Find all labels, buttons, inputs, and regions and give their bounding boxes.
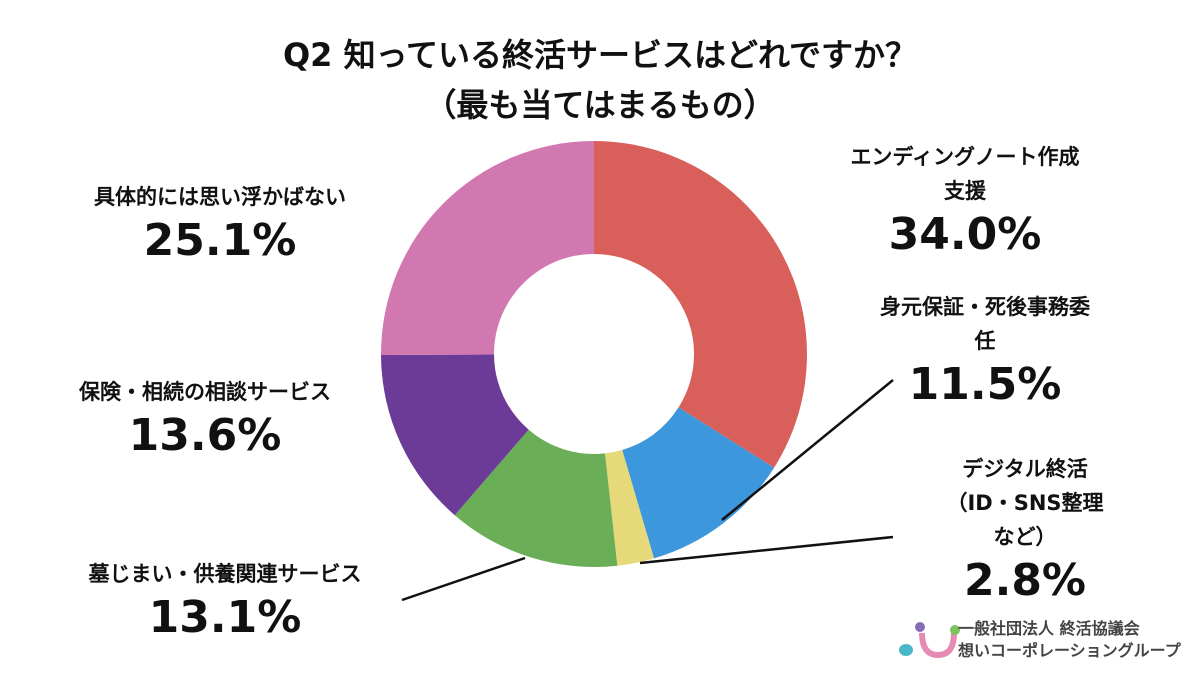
slice-label: 保険・相続の相談サービス 13.6% — [79, 375, 331, 463]
category-label: 墓じまい・供養関連サービス — [88, 562, 362, 586]
slice — [594, 141, 808, 468]
value-label: 11.5% — [908, 359, 1062, 410]
slice — [604, 449, 655, 566]
slice-label: 具体的には思い浮かばない 25.1% — [94, 180, 346, 268]
logo-icon — [899, 622, 960, 659]
category-label: 保険・相続の相談サービス — [79, 380, 331, 404]
chart-title: Q2 知っている終活サービスはどれですか？ （最も当てはまるもの） — [282, 36, 918, 124]
leader-line — [401, 556, 526, 602]
leader-line — [721, 379, 894, 521]
category-label: 具体的には思い浮かばない — [94, 185, 346, 209]
slice — [381, 141, 594, 356]
leader-line — [639, 535, 894, 565]
value-label: 13.1% — [148, 592, 302, 643]
value-label: 34.0% — [888, 209, 1042, 260]
slice — [381, 354, 529, 516]
slice-label: 身元保証・死後事務委任 11.5% — [878, 290, 1093, 412]
slice-label: デジタル終活 （ID・SNS整理など） 2.8% — [938, 452, 1113, 608]
category-label: デジタル終活 （ID・SNS整理など） — [946, 457, 1104, 549]
slice — [622, 407, 775, 559]
leader-lines — [401, 379, 894, 602]
category-label: エンディングノート作成支援 — [850, 145, 1080, 203]
slice-label: 墓じまい・供養関連サービス 13.1% — [89, 557, 362, 645]
logo-text: 想いコーポレーショングループ — [958, 641, 1181, 660]
value-label: 25.1% — [143, 215, 297, 266]
logo: 一般社団法人 終活協議会 想いコーポレーショングループ — [958, 618, 1181, 662]
value-label: 2.8% — [963, 555, 1087, 606]
value-label: 13.6% — [128, 410, 282, 461]
slice — [454, 429, 618, 567]
slice-label: エンディングノート作成支援 34.0% — [848, 140, 1083, 262]
logo-text: 一般社団法人 終活協議会 — [958, 619, 1140, 638]
category-label: 身元保証・死後事務委任 — [880, 295, 1090, 353]
